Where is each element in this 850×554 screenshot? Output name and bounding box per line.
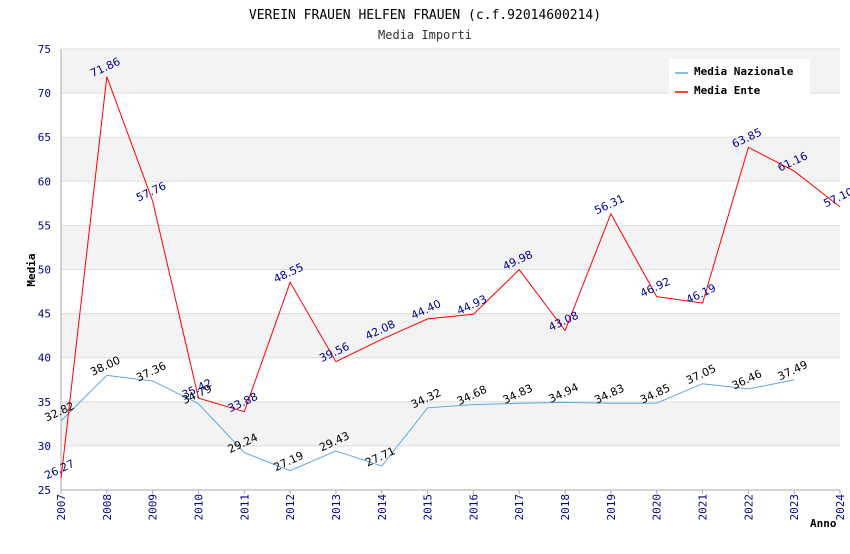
x-tick-label: 2009 [147,494,160,521]
x-tick-label: 2007 [55,494,68,521]
x-tick-label: 2024 [834,494,847,521]
legend-label-media-nazionale: Media Nazionale [694,65,794,78]
x-tick-label: 2010 [192,494,205,521]
x-tick-label: 2020 [651,494,664,521]
x-tick-label: 2013 [330,494,343,521]
y-axis-label: Media [25,253,38,286]
y-tick-label: 25 [38,484,51,497]
y-tick-label: 50 [38,264,51,277]
series-line-media-nazionale [60,374,795,472]
legend-label-media-ente: Media Ente [694,84,761,97]
plot-band [61,269,840,314]
plot-band [61,93,840,138]
plot-band [61,401,840,446]
series-lines [60,76,841,479]
legend: Media Nazionale Media Ente [669,59,810,99]
plot-bands [61,49,840,490]
x-tick-label: 2023 [788,494,801,521]
x-tick-label: 2017 [513,494,526,521]
x-axis-label: Anno [810,517,837,530]
y-tick-label: 60 [38,175,51,188]
series-line-media-ente [60,76,841,479]
chart-subtitle: Media Importi [378,28,472,42]
y-tick-label: 65 [38,131,51,144]
x-tick-label: 2019 [605,494,618,521]
plot-band [61,357,840,402]
x-tick-label: 2022 [742,494,755,521]
y-tick-label: 70 [38,87,51,100]
x-tick-label: 2018 [559,494,572,521]
y-tick-label: 35 [38,396,51,409]
x-tick-label: 2016 [467,494,480,521]
plot-band [61,137,840,182]
legend-box [669,59,810,99]
x-tick-labels: 2007 2008 2009 2010 2011 2012 2013 2014 2015 2016… [55,494,847,521]
x-tick-label: 2012 [284,494,297,521]
plot-band [61,181,840,226]
plot-band [61,225,840,270]
y-tick-label: 30 [38,440,51,453]
axes [60,49,841,494]
x-tick-label: 2021 [697,494,710,521]
chart-title: VEREIN FRAUEN HELFEN FRAUEN (c.f.9201460… [249,8,601,23]
plot-band [61,445,840,490]
y-tick-label: 45 [38,308,51,321]
y-tick-label: 55 [38,219,51,232]
x-tick-label: 2011 [238,494,251,521]
x-tick-label: 2014 [376,494,389,521]
y-tick-label: 75 [38,43,51,56]
plot-band [61,313,840,358]
x-tick-label: 2015 [422,494,435,521]
y-tick-labels: 25 30 35 40 45 50 55 60 65 70 75 [38,43,51,497]
x-tick-label: 2008 [101,494,114,521]
y-tick-label: 40 [38,352,51,365]
